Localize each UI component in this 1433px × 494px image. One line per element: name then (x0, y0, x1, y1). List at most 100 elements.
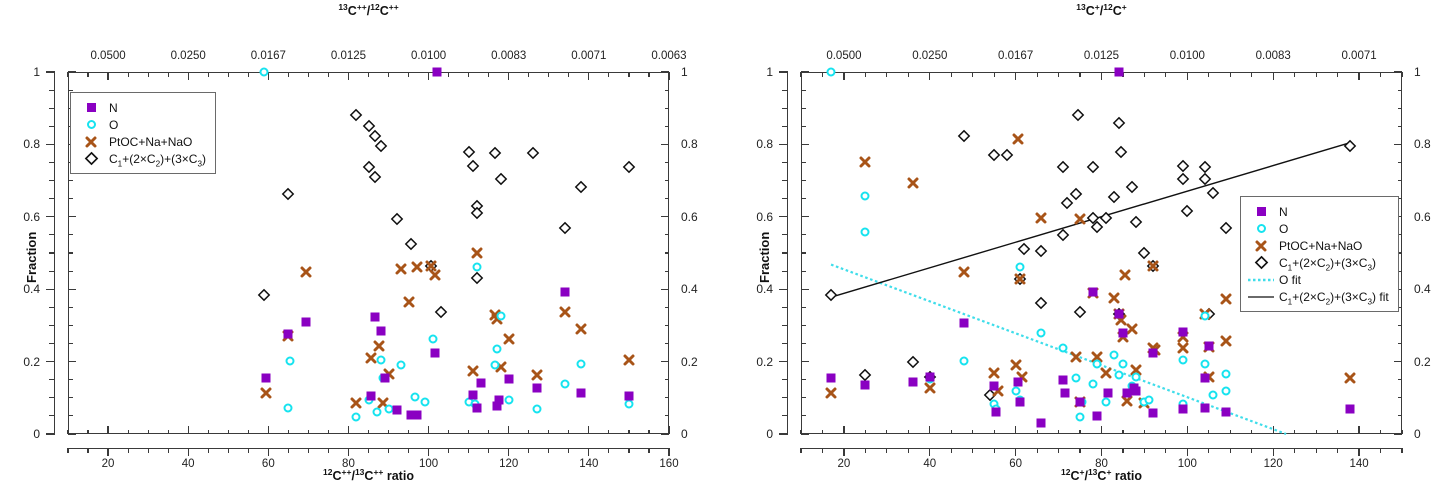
left-ytick-left (68, 216, 76, 218)
right-ytick-right (1397, 342, 1402, 345)
bottom-tick-right (864, 429, 866, 434)
data-point-right (1176, 172, 1190, 186)
left-ytick-left (68, 342, 73, 345)
bottom-tick-right (907, 429, 909, 434)
data-point-right (925, 372, 935, 382)
right-ytick-left (661, 143, 669, 145)
right-ytick-right (1394, 71, 1402, 73)
right-ytick-right (1397, 252, 1402, 254)
bottom-tick-right (1208, 429, 1210, 434)
bottom-axis-spine-tick-right (1165, 448, 1167, 453)
data-point-left (390, 212, 403, 225)
data-point-right (1017, 243, 1031, 256)
left-ytick-left (68, 306, 73, 308)
bottom-axis-spine-tick-left (247, 448, 249, 453)
left-axis-spine-minortick-left (49, 270, 54, 272)
legend-marker-circle-icon (78, 120, 104, 129)
data-point-left (380, 373, 390, 383)
data-point-left (372, 407, 381, 417)
bottom-axis-spine-tick-left (628, 448, 630, 453)
data-point-right (959, 356, 969, 366)
bottom-tick-right (1358, 426, 1360, 434)
left-ytick-right (801, 89, 806, 91)
left-ytick-left (68, 198, 73, 200)
bottom-tick-right (1315, 429, 1317, 434)
legend-label: O (109, 117, 119, 132)
legend-item-c123-fit: C1+(2×C2)+(3×C3) fit (1248, 288, 1389, 305)
left-ytick-right (801, 71, 809, 73)
data-point-left (411, 261, 423, 273)
bottom-axis-spine-tick-left (367, 448, 370, 453)
bottom-tick-right (1143, 429, 1146, 434)
left-ytick-right (801, 379, 806, 381)
bottom-axis-spine-tick-right (864, 448, 866, 453)
data-point-right (1200, 311, 1210, 321)
bottom-axis-spine-tick-right (1315, 448, 1317, 453)
right-ytick-left (664, 125, 669, 127)
bottom-tick-left (247, 429, 249, 434)
left-axis-spine-tick-left (46, 216, 54, 218)
left-axis-spine-minortick-right (782, 324, 787, 326)
data-point-right (1060, 388, 1070, 398)
data-point-right (1015, 262, 1025, 272)
top-tick-right (1057, 72, 1060, 77)
bottom-tick-right (950, 429, 952, 434)
legend-item-o: O (1248, 220, 1389, 237)
bottom-axis-spine-tick-left (287, 448, 289, 453)
bottom-tick-label-right: 140 (1349, 458, 1369, 470)
right-ytick-left (661, 361, 669, 363)
bottom-tick-right (929, 426, 931, 434)
left-ytick-left (68, 379, 73, 381)
data-point-right (924, 382, 936, 394)
bottom-tick-right (1079, 429, 1081, 434)
top-tick-label-right: 0.0500 (826, 50, 862, 62)
left-axis-spine-tick-right (779, 143, 787, 145)
legend-item-c123: C1+(2×C2)+(3×C3) (78, 150, 206, 167)
right-ytick-left (664, 397, 669, 399)
left-axis-spine-minortick-right (782, 107, 787, 109)
bottom-tick-label-left: 100 (419, 458, 439, 470)
legend-label: PtOC+Na+NaO (1279, 238, 1363, 253)
top-tick-left (568, 72, 570, 77)
data-point-left (624, 391, 634, 401)
bottom-axis-spine-tick-right (1379, 448, 1382, 453)
data-point-left (412, 410, 422, 420)
right-ytick-right (1397, 234, 1402, 236)
legend-item-o: O (78, 116, 206, 133)
bottom-tick-left (67, 429, 69, 434)
data-point-left (403, 296, 415, 308)
left-axis-spine-tick-right (779, 361, 787, 363)
bottom-tick-left (608, 429, 610, 434)
legend-label: C1+(2×C2)+(3×C3) (1279, 255, 1377, 272)
chart-panel-right: 13C+/12C+ 12C+/13C+ ratio Fraction 0.0500 20… (713, 0, 1433, 494)
left-axis-spine-left (54, 71, 56, 435)
bottom-axis-spine-tick-left (227, 448, 229, 453)
bottom-axis-spine-tick-right (1294, 448, 1296, 453)
data-point-left (404, 237, 417, 251)
top-tick-left (147, 72, 149, 77)
data-point-left (476, 378, 486, 388)
bottom-axis-spine-tick-left (127, 448, 129, 453)
data-point-left (492, 344, 502, 354)
right-ytick-left (664, 107, 669, 109)
bottom-tick-label-right: 60 (1009, 458, 1023, 470)
data-point-right (1221, 369, 1231, 379)
left-ytick-left (68, 71, 76, 73)
right-ytick-left (664, 415, 669, 417)
bottom-axis-spine-tick-right (1015, 448, 1017, 456)
data-point-left (494, 395, 504, 405)
top-tick-left (448, 72, 450, 77)
data-point-right (1198, 160, 1211, 174)
bottom-axis-spine-tick-left (347, 448, 350, 456)
right-ytick-right (1397, 379, 1402, 381)
right-ytick-right (1397, 161, 1402, 164)
data-point-left (420, 397, 430, 407)
bottom-tick-left (407, 429, 410, 434)
data-point-right (1056, 160, 1070, 174)
data-point-left (261, 373, 271, 383)
left-ytick-label-right: 0.6 (756, 209, 773, 224)
data-point-left (624, 399, 634, 409)
data-point-left (395, 263, 407, 275)
legend-label: O (1279, 221, 1289, 236)
top-tick-right (1401, 72, 1403, 77)
